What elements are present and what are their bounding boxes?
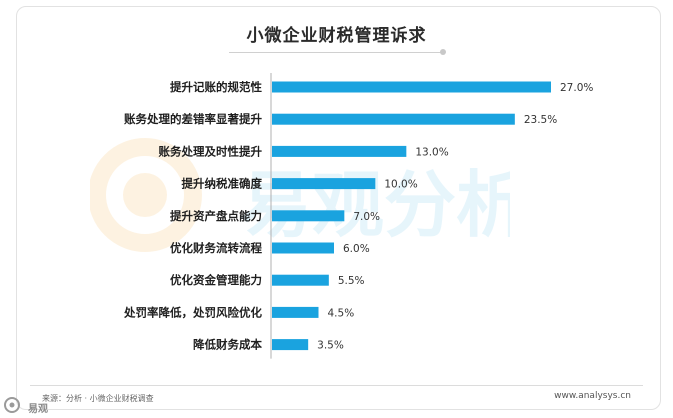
- corner-logo-icon: [4, 397, 20, 413]
- bar: [272, 210, 345, 222]
- category-label: 降低财务成本: [193, 338, 262, 352]
- bar: [272, 178, 376, 190]
- chart-frame: [16, 6, 661, 410]
- value-label: 13.0%: [415, 146, 448, 158]
- category-label: 处罚率降低，处罚风险优化: [123, 305, 262, 319]
- value-label: 10.0%: [384, 179, 417, 191]
- source-note: 来源：分析 · 小微企业财税调查: [42, 394, 154, 403]
- category-label: 优化财务流转流程: [170, 241, 262, 255]
- footer-rule: [30, 385, 643, 386]
- category-label: 提升记账的规范性: [170, 80, 262, 94]
- title-underline-dot: [440, 49, 446, 55]
- category-label: 提升纳税准确度: [182, 177, 263, 191]
- bar: [272, 339, 309, 351]
- value-label: 27.0%: [560, 82, 593, 94]
- category-label: 账务处理的差错率显著提升: [124, 112, 262, 126]
- bar: [272, 306, 319, 318]
- category-label: 账务处理及时性提升: [159, 144, 263, 158]
- category-label: 提升资产盘点能力: [170, 209, 262, 223]
- value-label: 5.5%: [338, 275, 365, 287]
- corner-label: 易观: [28, 404, 48, 415]
- value-label: 6.0%: [343, 243, 370, 255]
- chart-title: 小微企业财税管理诉求: [246, 26, 427, 46]
- value-label: 7.0%: [353, 211, 380, 223]
- bar: [272, 113, 515, 125]
- title-underline: [229, 52, 445, 53]
- bar: [272, 145, 407, 157]
- category-label: 优化资金管理能力: [170, 273, 262, 287]
- value-label: 23.5%: [524, 114, 557, 126]
- bar: [272, 81, 551, 93]
- value-label: 4.5%: [328, 307, 355, 319]
- bar: [272, 242, 334, 254]
- value-label: 3.5%: [317, 340, 344, 352]
- bar: [272, 274, 329, 286]
- site-url: www.analysys.cn: [554, 391, 631, 401]
